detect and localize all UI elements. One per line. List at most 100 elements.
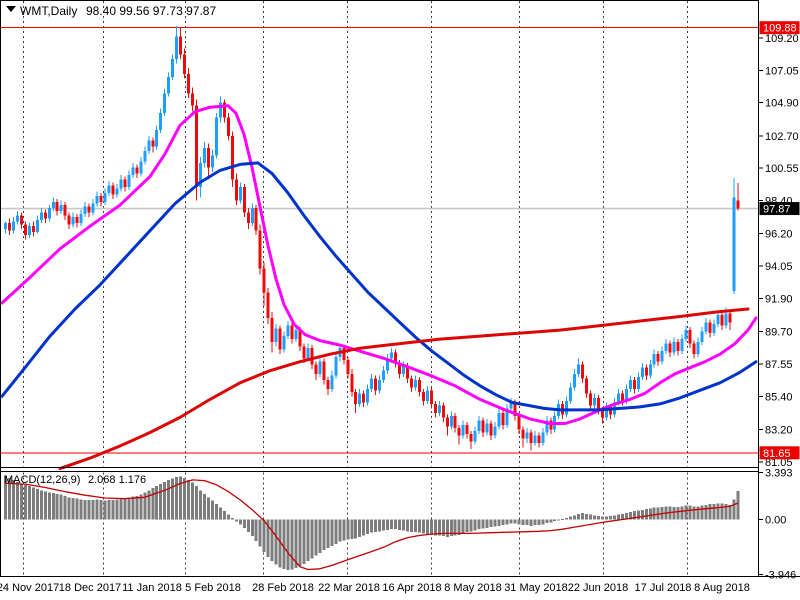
candle-body-bull — [274, 328, 278, 343]
macd-histogram-bar — [31, 487, 35, 520]
macd-histogram-bar — [704, 504, 708, 520]
macd-histogram-bar — [577, 513, 581, 520]
candle-body-bear — [421, 391, 425, 401]
macd-histogram-bar — [326, 519, 330, 548]
candle-body-bear — [585, 378, 589, 394]
candle-body-bull — [83, 206, 87, 215]
macd-histogram-bar — [684, 505, 688, 520]
ma-slow-red-line — [58, 307, 750, 471]
candle-body-bear — [342, 348, 346, 361]
macd-histogram-bar — [676, 506, 680, 520]
price-badge — [759, 202, 800, 216]
macd-histogram-bar — [151, 488, 155, 520]
macd-histogram-bar — [441, 519, 445, 537]
macd-histogram-bar — [310, 519, 314, 559]
macd-histogram-bar — [616, 514, 620, 520]
macd-histogram-bar — [457, 519, 461, 535]
macd-histogram-bar — [175, 477, 179, 520]
macd-histogram-bar — [7, 477, 11, 520]
macd-histogram-bar — [509, 519, 513, 524]
date-label: 31 May 2018 — [504, 582, 568, 594]
macd-histogram-bar — [402, 519, 405, 531]
candle-body-bull — [199, 162, 203, 188]
macd-histogram-bar — [421, 519, 425, 534]
macd-histogram-bar — [461, 519, 465, 534]
macd-histogram-bar — [159, 484, 163, 520]
candle-body-bull — [214, 117, 218, 156]
macd-histogram-bar — [135, 495, 139, 520]
date-label: 8 May 2018 — [444, 582, 501, 594]
macd-histogram-bar — [350, 519, 354, 539]
macd-histogram-bar — [210, 500, 214, 520]
macd-histogram-bar — [294, 519, 298, 569]
candle-body-bull — [593, 397, 597, 406]
macd-histogram-bar — [99, 500, 103, 520]
candle-body-bull — [493, 426, 497, 436]
macd-histogram-bar — [87, 500, 91, 520]
ma-fast-magenta-line — [0, 104, 758, 425]
candle-body-bear — [692, 343, 696, 355]
candle-body-bull — [652, 354, 656, 365]
price-tick-label: 96.20 — [765, 229, 793, 241]
symbol-dropdown-icon[interactable] — [6, 6, 16, 12]
candle-body-bear — [234, 179, 238, 201]
macd-indicator-panel[interactable] — [4, 475, 740, 571]
candle-body-bear — [310, 348, 314, 365]
candle-body-bull — [425, 390, 429, 401]
macd-histogram-bar — [736, 490, 740, 520]
candle-body-bull — [203, 147, 206, 163]
candle-body-bull — [437, 405, 441, 413]
candle-body-bear — [266, 292, 270, 319]
candle-body-bull — [163, 93, 167, 114]
macd-histogram-bar — [680, 506, 684, 520]
candle-body-bull — [541, 432, 545, 444]
candle-body-bull — [127, 174, 131, 188]
macd-histogram-bar — [612, 515, 616, 520]
candle-body-bull — [382, 370, 386, 380]
macd-histogram-bar — [521, 519, 525, 526]
candle-body-bull — [318, 361, 322, 374]
macd-histogram-bar — [35, 488, 39, 520]
price-chart-panel[interactable] — [0, 25, 758, 471]
macd-histogram-bar — [640, 509, 644, 520]
candle-body-bull — [505, 408, 509, 425]
macd-histogram-bar — [632, 511, 636, 520]
macd-histogram-bar — [382, 519, 386, 531]
candle-body-bear — [111, 185, 115, 195]
macd-histogram-bar — [214, 504, 218, 520]
macd-histogram-bar — [417, 519, 421, 533]
candle-body-bull — [210, 155, 214, 168]
candle-body-bull — [449, 415, 453, 427]
axes: 109.20107.05104.90102.70100.5598.4096.20… — [0, 21, 800, 594]
macd-histogram-bar — [386, 519, 390, 530]
macd-histogram-bar — [262, 519, 266, 553]
candle-body-bull — [35, 220, 39, 233]
macd-histogram-bar — [445, 519, 449, 537]
candle-body-bull — [569, 387, 573, 401]
candle-body-bull — [370, 378, 374, 389]
candle-body-bear — [656, 354, 660, 362]
macd-histogram-bar — [688, 505, 692, 520]
candle-body-bear — [720, 315, 724, 326]
macd-tick-label: 3.393 — [765, 467, 793, 479]
candle-body-bull — [716, 315, 720, 325]
macd-histogram-bar — [314, 519, 318, 556]
macd-histogram-bar — [143, 492, 147, 520]
candle-body-bear — [63, 205, 67, 216]
macd-histogram-bar — [47, 492, 51, 520]
macd-histogram-bar — [187, 479, 191, 520]
macd-histogram-bar — [581, 513, 585, 520]
macd-histogram-bar — [652, 507, 656, 520]
candle-body-bear — [75, 217, 79, 224]
macd-histogram-bar — [604, 516, 608, 520]
macd-values-label: 2.068 1.176 — [88, 474, 146, 486]
macd-histogram-bar — [338, 519, 342, 542]
macd-histogram-bar — [620, 513, 624, 520]
macd-histogram-bar — [282, 519, 286, 569]
candle-body-bull — [95, 196, 99, 204]
macd-histogram-bar — [398, 519, 402, 530]
macd-histogram-bar — [485, 519, 489, 528]
symbol-period-label: WMT,Daily — [20, 4, 77, 18]
candle-body-bear — [246, 212, 250, 224]
macd-histogram-bar — [700, 505, 704, 520]
